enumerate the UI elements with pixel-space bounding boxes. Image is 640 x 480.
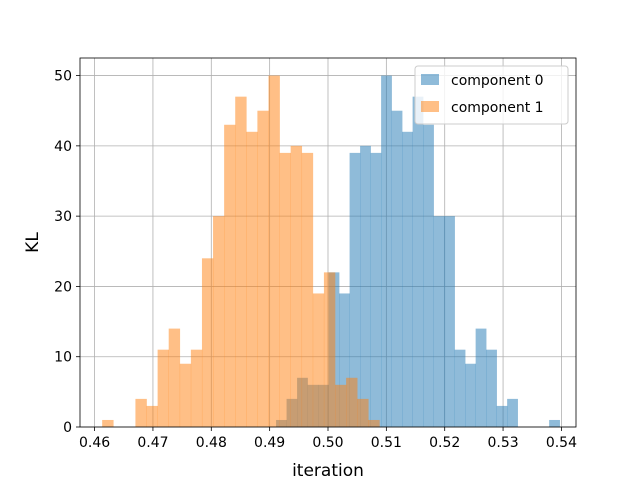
bar-component-0-17 (454, 349, 466, 427)
bar-component-0-10 (381, 75, 392, 428)
bar-component-0-21 (496, 405, 508, 427)
bar-component-1-23 (357, 398, 369, 427)
legend-swatch-component-1 (421, 101, 439, 112)
bar-component-0-20 (486, 349, 497, 427)
bar-component-1-0 (102, 419, 114, 427)
bar-component-0-12 (402, 131, 413, 428)
bar-component-1-24 (368, 419, 380, 427)
bar-component-1-5 (157, 349, 169, 427)
y-tick-label: 40 (54, 139, 72, 155)
bar-component-1-8 (190, 349, 203, 427)
bar-component-1-21 (335, 384, 347, 427)
bar-component-0-16 (444, 216, 455, 427)
bar-component-1-7 (179, 363, 192, 427)
bar-component-1-10 (213, 216, 225, 427)
bar-component-1-11 (224, 124, 236, 428)
bar-component-0-18 (465, 363, 476, 427)
x-tick-label: 0.54 (546, 435, 577, 451)
bar-component-1-18 (301, 152, 314, 427)
bar-component-0-9 (370, 152, 382, 427)
bar-component-1-13 (246, 131, 258, 428)
bar-component-0-6 (339, 293, 350, 427)
bar-component-1-15 (268, 75, 280, 428)
bar-component-1-22 (346, 377, 358, 427)
y-axis-label: KL (23, 232, 43, 253)
x-axis-label: iteration (292, 461, 364, 480)
bar-component-0-13 (412, 96, 424, 428)
y-tick-label: 30 (54, 209, 72, 225)
y-tick-label: 10 (54, 350, 72, 366)
bar-component-0-22 (507, 398, 518, 427)
bar-component-0-26 (549, 419, 560, 427)
bar-component-0-14 (423, 124, 434, 428)
legend-swatch-component-0 (421, 74, 439, 85)
bar-component-1-14 (257, 110, 269, 427)
bar-component-1-3 (135, 398, 147, 427)
bar-component-0-7 (349, 152, 361, 427)
x-tick-label: 0.52 (429, 435, 460, 451)
bar-component-0-8 (360, 145, 371, 427)
bar-component-0-15 (433, 216, 445, 427)
x-tick-label: 0.50 (312, 435, 343, 451)
x-tick-label: 0.48 (196, 435, 227, 451)
y-tick-label: 0 (63, 420, 72, 436)
x-tick-label: 0.46 (79, 435, 110, 451)
bar-component-1-9 (201, 258, 214, 427)
bar-component-1-6 (168, 328, 181, 427)
bar-component-1-12 (235, 96, 247, 428)
bar-component-1-19 (312, 293, 325, 427)
y-tick-label: 20 (54, 279, 72, 295)
bar-component-1-16 (279, 152, 291, 427)
bar-component-0-19 (475, 328, 487, 427)
legend: component 0 component 1 (414, 65, 569, 125)
bar-component-1-4 (146, 405, 158, 427)
axis-ticks: 0.46 0.47 0.48 0.49 0.50 0.51 0.52 0.53 0.54 0 10 2… (54, 69, 577, 451)
x-tick-label: 0.53 (487, 435, 518, 451)
legend-box (414, 65, 569, 125)
bar-component-1-17 (290, 145, 303, 427)
bar-component-1-20 (323, 272, 336, 427)
histogram-bars (102, 75, 560, 428)
y-tick-label: 50 (54, 69, 72, 85)
legend-label-component-0: component 0 (451, 73, 544, 89)
bar-component-0-11 (391, 110, 403, 427)
x-tick-label: 0.47 (137, 435, 168, 451)
x-tick-label: 0.51 (371, 435, 402, 451)
legend-label-component-1: component 1 (451, 100, 544, 116)
x-tick-label: 0.49 (254, 435, 285, 451)
